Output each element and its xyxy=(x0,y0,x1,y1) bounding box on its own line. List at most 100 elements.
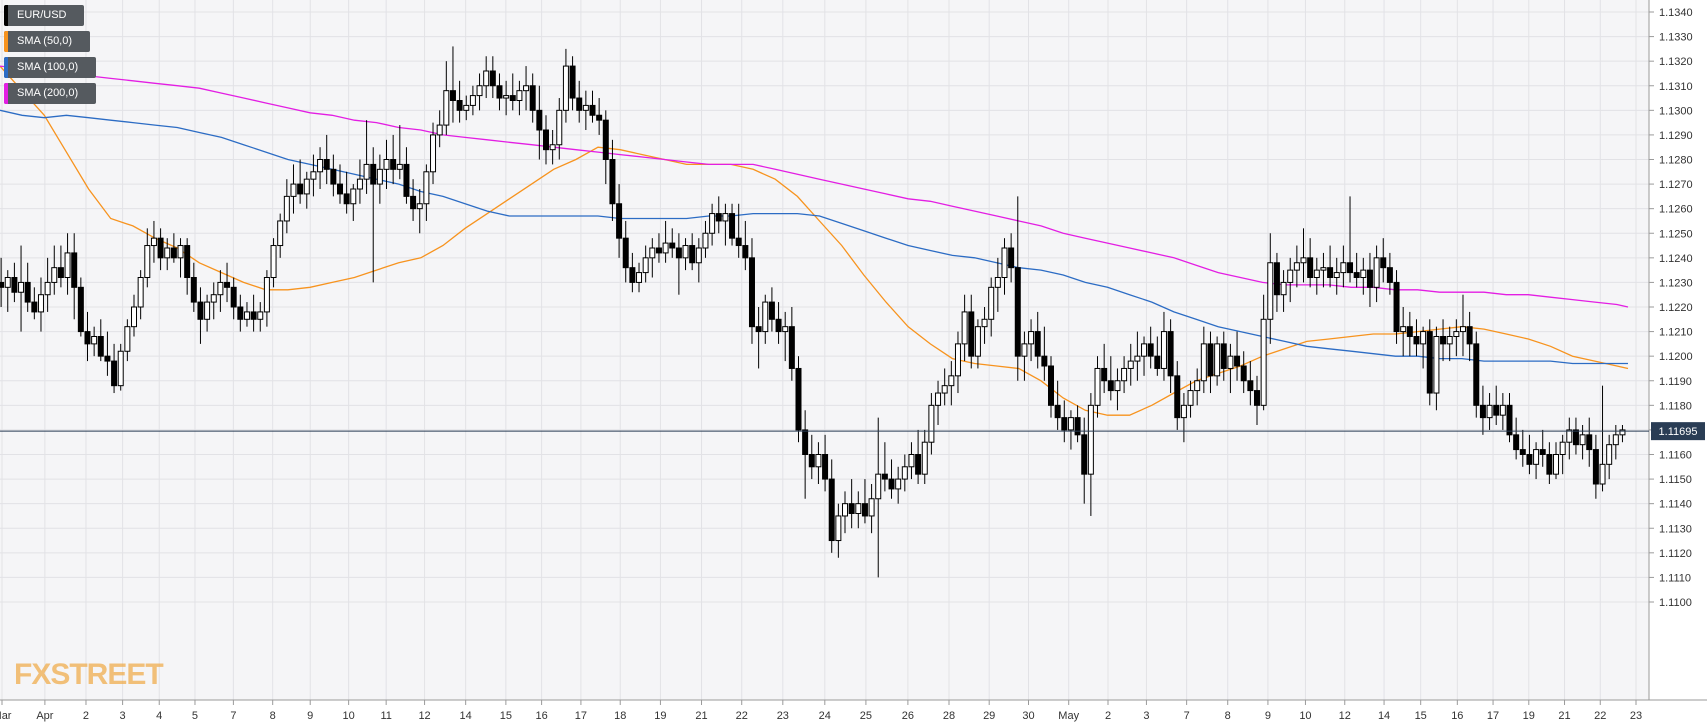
x-tick-label: 3 xyxy=(120,710,126,722)
y-tick-label: 1.1250 xyxy=(1659,228,1693,240)
y-tick-label: 1.1130 xyxy=(1659,523,1692,535)
candle-down xyxy=(1353,272,1360,279)
candle-down xyxy=(768,301,775,320)
y-tick-label: 1.1160 xyxy=(1659,450,1692,462)
x-tick-label: 28 xyxy=(943,710,955,722)
candle-up xyxy=(124,326,131,352)
candle-up xyxy=(356,178,363,190)
candle-up xyxy=(948,375,955,387)
candle-down xyxy=(1347,262,1354,274)
candle-down xyxy=(224,281,231,288)
x-tick-label: 3 xyxy=(1143,710,1149,722)
candle-up xyxy=(310,171,317,180)
candle-up xyxy=(1114,380,1121,392)
candle-down xyxy=(1240,365,1247,382)
candle-up xyxy=(682,245,689,259)
candle-down xyxy=(1054,404,1061,419)
candle-up xyxy=(636,272,643,283)
y-axis: 1.1100 1.1110 1.1120 1.1130 1.1140 1.1150 1.11… xyxy=(1649,7,1693,609)
candle-up xyxy=(64,252,71,279)
x-tick-label: 2 xyxy=(1105,710,1111,722)
candle-up xyxy=(1028,331,1035,345)
candle-down xyxy=(1207,343,1214,377)
candle-up xyxy=(91,336,98,345)
candle-down xyxy=(111,360,118,387)
candle-up xyxy=(562,65,569,111)
candle-down xyxy=(1154,355,1161,369)
candle-down xyxy=(250,311,257,320)
candle-down xyxy=(1273,262,1280,296)
candle-up xyxy=(476,85,483,97)
x-tick-label: Apr xyxy=(36,710,53,722)
candle-up xyxy=(1260,318,1267,406)
candle-down xyxy=(77,286,84,333)
candle-up xyxy=(217,281,224,296)
candle-up xyxy=(928,404,935,443)
candle-up xyxy=(204,301,211,320)
x-tick-label: 30 xyxy=(1022,710,1034,722)
candle-down xyxy=(24,281,31,303)
candle-up xyxy=(695,247,702,264)
candle-up xyxy=(1433,336,1440,394)
candle-down xyxy=(861,503,868,517)
candle-down xyxy=(1034,331,1041,357)
candle-down xyxy=(449,90,456,101)
candle-down xyxy=(822,454,829,480)
legend-item-sma50[interactable]: SMA (50,0) xyxy=(4,31,90,52)
y-tick-label: 1.1340 xyxy=(1659,7,1693,19)
candle-down xyxy=(622,237,629,269)
candle-up xyxy=(131,306,138,328)
legend-item-sma200[interactable]: SMA (200,0) xyxy=(4,83,96,104)
candle-up xyxy=(556,109,563,146)
candle-up xyxy=(954,343,961,377)
candle-down xyxy=(1074,417,1081,436)
legend-item-eurusd[interactable]: EUR/USD xyxy=(4,5,84,26)
candle-down xyxy=(1008,247,1015,269)
candle-down xyxy=(542,129,549,151)
candle-up xyxy=(1267,262,1274,320)
x-tick-label: 2 xyxy=(83,710,89,722)
x-tick-label: 7 xyxy=(230,710,236,722)
legend-swatch xyxy=(4,83,8,104)
candle-down xyxy=(788,326,795,369)
candle-up xyxy=(1446,336,1453,345)
candle-down xyxy=(390,159,397,170)
candle-up xyxy=(1360,269,1367,278)
candle-down xyxy=(330,168,337,185)
candle-up xyxy=(516,90,523,101)
y-tick-label: 1.1180 xyxy=(1659,400,1692,412)
candle-down xyxy=(343,193,350,205)
candle-up xyxy=(1559,441,1566,456)
legend-item-sma100[interactable]: SMA (100,0) xyxy=(4,57,96,78)
candle-up xyxy=(177,245,184,259)
candle-up xyxy=(1001,247,1008,278)
candle-down xyxy=(1440,336,1447,345)
candle-up xyxy=(1553,454,1560,475)
candle-down xyxy=(689,245,696,264)
x-tick-label: 23 xyxy=(777,710,789,722)
candle-up xyxy=(1400,326,1407,333)
candle-up xyxy=(642,257,649,274)
x-tick-label: 16 xyxy=(535,710,547,722)
candle-down xyxy=(881,473,888,480)
candle-down xyxy=(1220,343,1227,369)
candle-up xyxy=(1194,380,1201,392)
candle-down xyxy=(1167,331,1174,377)
candle-down xyxy=(323,159,330,170)
y-tick-label: 1.1100 xyxy=(1659,597,1692,609)
candle-up xyxy=(144,245,151,279)
x-tick-label: 10 xyxy=(1299,710,1311,722)
candle-up xyxy=(649,247,656,259)
candle-up xyxy=(842,503,849,517)
candle-down xyxy=(197,301,204,320)
candle-down xyxy=(1493,404,1500,416)
candle-up xyxy=(974,326,981,357)
candle-down xyxy=(968,311,975,357)
candle-down xyxy=(104,355,111,362)
candle-up xyxy=(1566,429,1573,443)
candle-up xyxy=(523,85,530,92)
candle-up xyxy=(1200,343,1207,382)
candle-up xyxy=(988,286,995,320)
candle-up xyxy=(1612,434,1619,446)
